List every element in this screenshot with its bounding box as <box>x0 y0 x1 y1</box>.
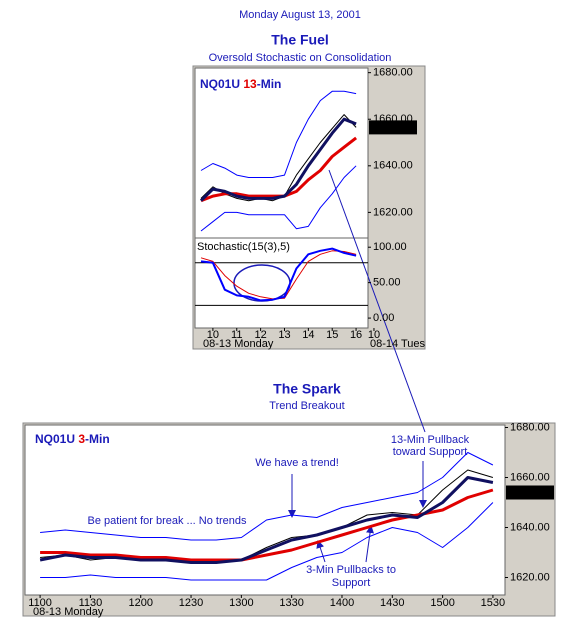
annotation: toward Support <box>393 446 468 458</box>
date-label: 08-14 Tues <box>370 338 426 350</box>
symbol: NQ01U <box>200 77 240 91</box>
date-label: 08-13 Monday <box>33 606 104 618</box>
x-tick-label: 1130 <box>79 597 103 609</box>
y-tick-label: 1640.00 <box>510 521 550 533</box>
series-line <box>199 117 357 202</box>
chart-title: The Fuel <box>271 32 329 48</box>
x-tick-label: 1430 <box>380 597 404 609</box>
series-line <box>39 476 494 564</box>
x-tick-label: 1300 <box>229 597 253 609</box>
last-value-box <box>506 485 554 500</box>
connector <box>328 169 426 433</box>
x-tick-label: 1500 <box>430 597 454 609</box>
y-tick-label: 1680.00 <box>510 421 550 433</box>
x-tick-label: 16 <box>350 329 362 341</box>
series-line <box>40 488 494 562</box>
series-line <box>200 165 357 232</box>
symbol-label: NQ01U 13-Min <box>200 77 281 91</box>
x-tick-label: 1100 <box>28 597 52 609</box>
series-line <box>200 247 357 302</box>
annotation: Support <box>332 577 371 589</box>
x-tick-label: 10 <box>368 329 380 341</box>
interval: 13 <box>243 77 257 91</box>
series-line <box>40 502 494 581</box>
chart-subtitle: Oversold Stochastic on Consolidation <box>209 52 392 64</box>
symbol: NQ01U <box>35 432 75 446</box>
interval-unit: -Min <box>85 432 110 446</box>
interval-unit: -Min <box>257 77 282 91</box>
last-value-label: 1654.00 <box>510 486 550 498</box>
arrow <box>316 540 326 563</box>
y-tick-label: 50.00 <box>373 277 401 289</box>
x-tick-label: 1530 <box>481 597 505 609</box>
indicator-title: Stochastic(15(3),5) <box>197 241 290 253</box>
chart-title: The Spark <box>273 381 341 397</box>
last-value-label: 1656.50 <box>373 121 413 133</box>
y-tick-label: 1660.00 <box>510 471 550 483</box>
y-tick-label: 0.00 <box>373 312 394 324</box>
x-tick-label: 14 <box>302 329 314 341</box>
x-tick-label: 15 <box>326 329 338 341</box>
annotation: 13-Min Pullback <box>391 434 470 446</box>
x-tick-label: 1200 <box>128 597 152 609</box>
arrow <box>365 525 374 563</box>
y-tick-label: 1640.00 <box>373 160 413 172</box>
interval: 3 <box>78 432 85 446</box>
chart-subtitle: Trend Breakout <box>269 400 344 412</box>
annotation: Be patient for break ... No trends <box>88 515 247 527</box>
last-value-box <box>369 120 417 135</box>
x-tick-label: 13 <box>278 329 290 341</box>
x-tick-label: 1230 <box>179 597 203 609</box>
series-line <box>40 452 494 541</box>
date-label: 08-13 Monday <box>203 338 274 350</box>
annotation: We have a trend! <box>255 457 339 469</box>
x-tick-label: 11 <box>231 329 242 341</box>
series-line <box>200 90 357 178</box>
symbol-label: NQ01U 3-Min <box>35 432 110 446</box>
x-tick-label: 12 <box>254 329 266 341</box>
y-tick-label: 1620.00 <box>510 571 550 583</box>
x-tick-label: 1330 <box>279 597 303 609</box>
annotation: 3-Min Pullbacks to <box>306 564 396 576</box>
plot-area <box>24 424 506 596</box>
y-tick-label: 100.00 <box>373 241 407 253</box>
date: Monday August 13, 2001 <box>239 9 361 21</box>
x-tick-label: 1400 <box>330 597 354 609</box>
x-tick-label: 10 <box>207 329 219 341</box>
y-tick-label: 1680.00 <box>373 67 413 79</box>
y-tick-label: 1620.00 <box>373 206 413 218</box>
